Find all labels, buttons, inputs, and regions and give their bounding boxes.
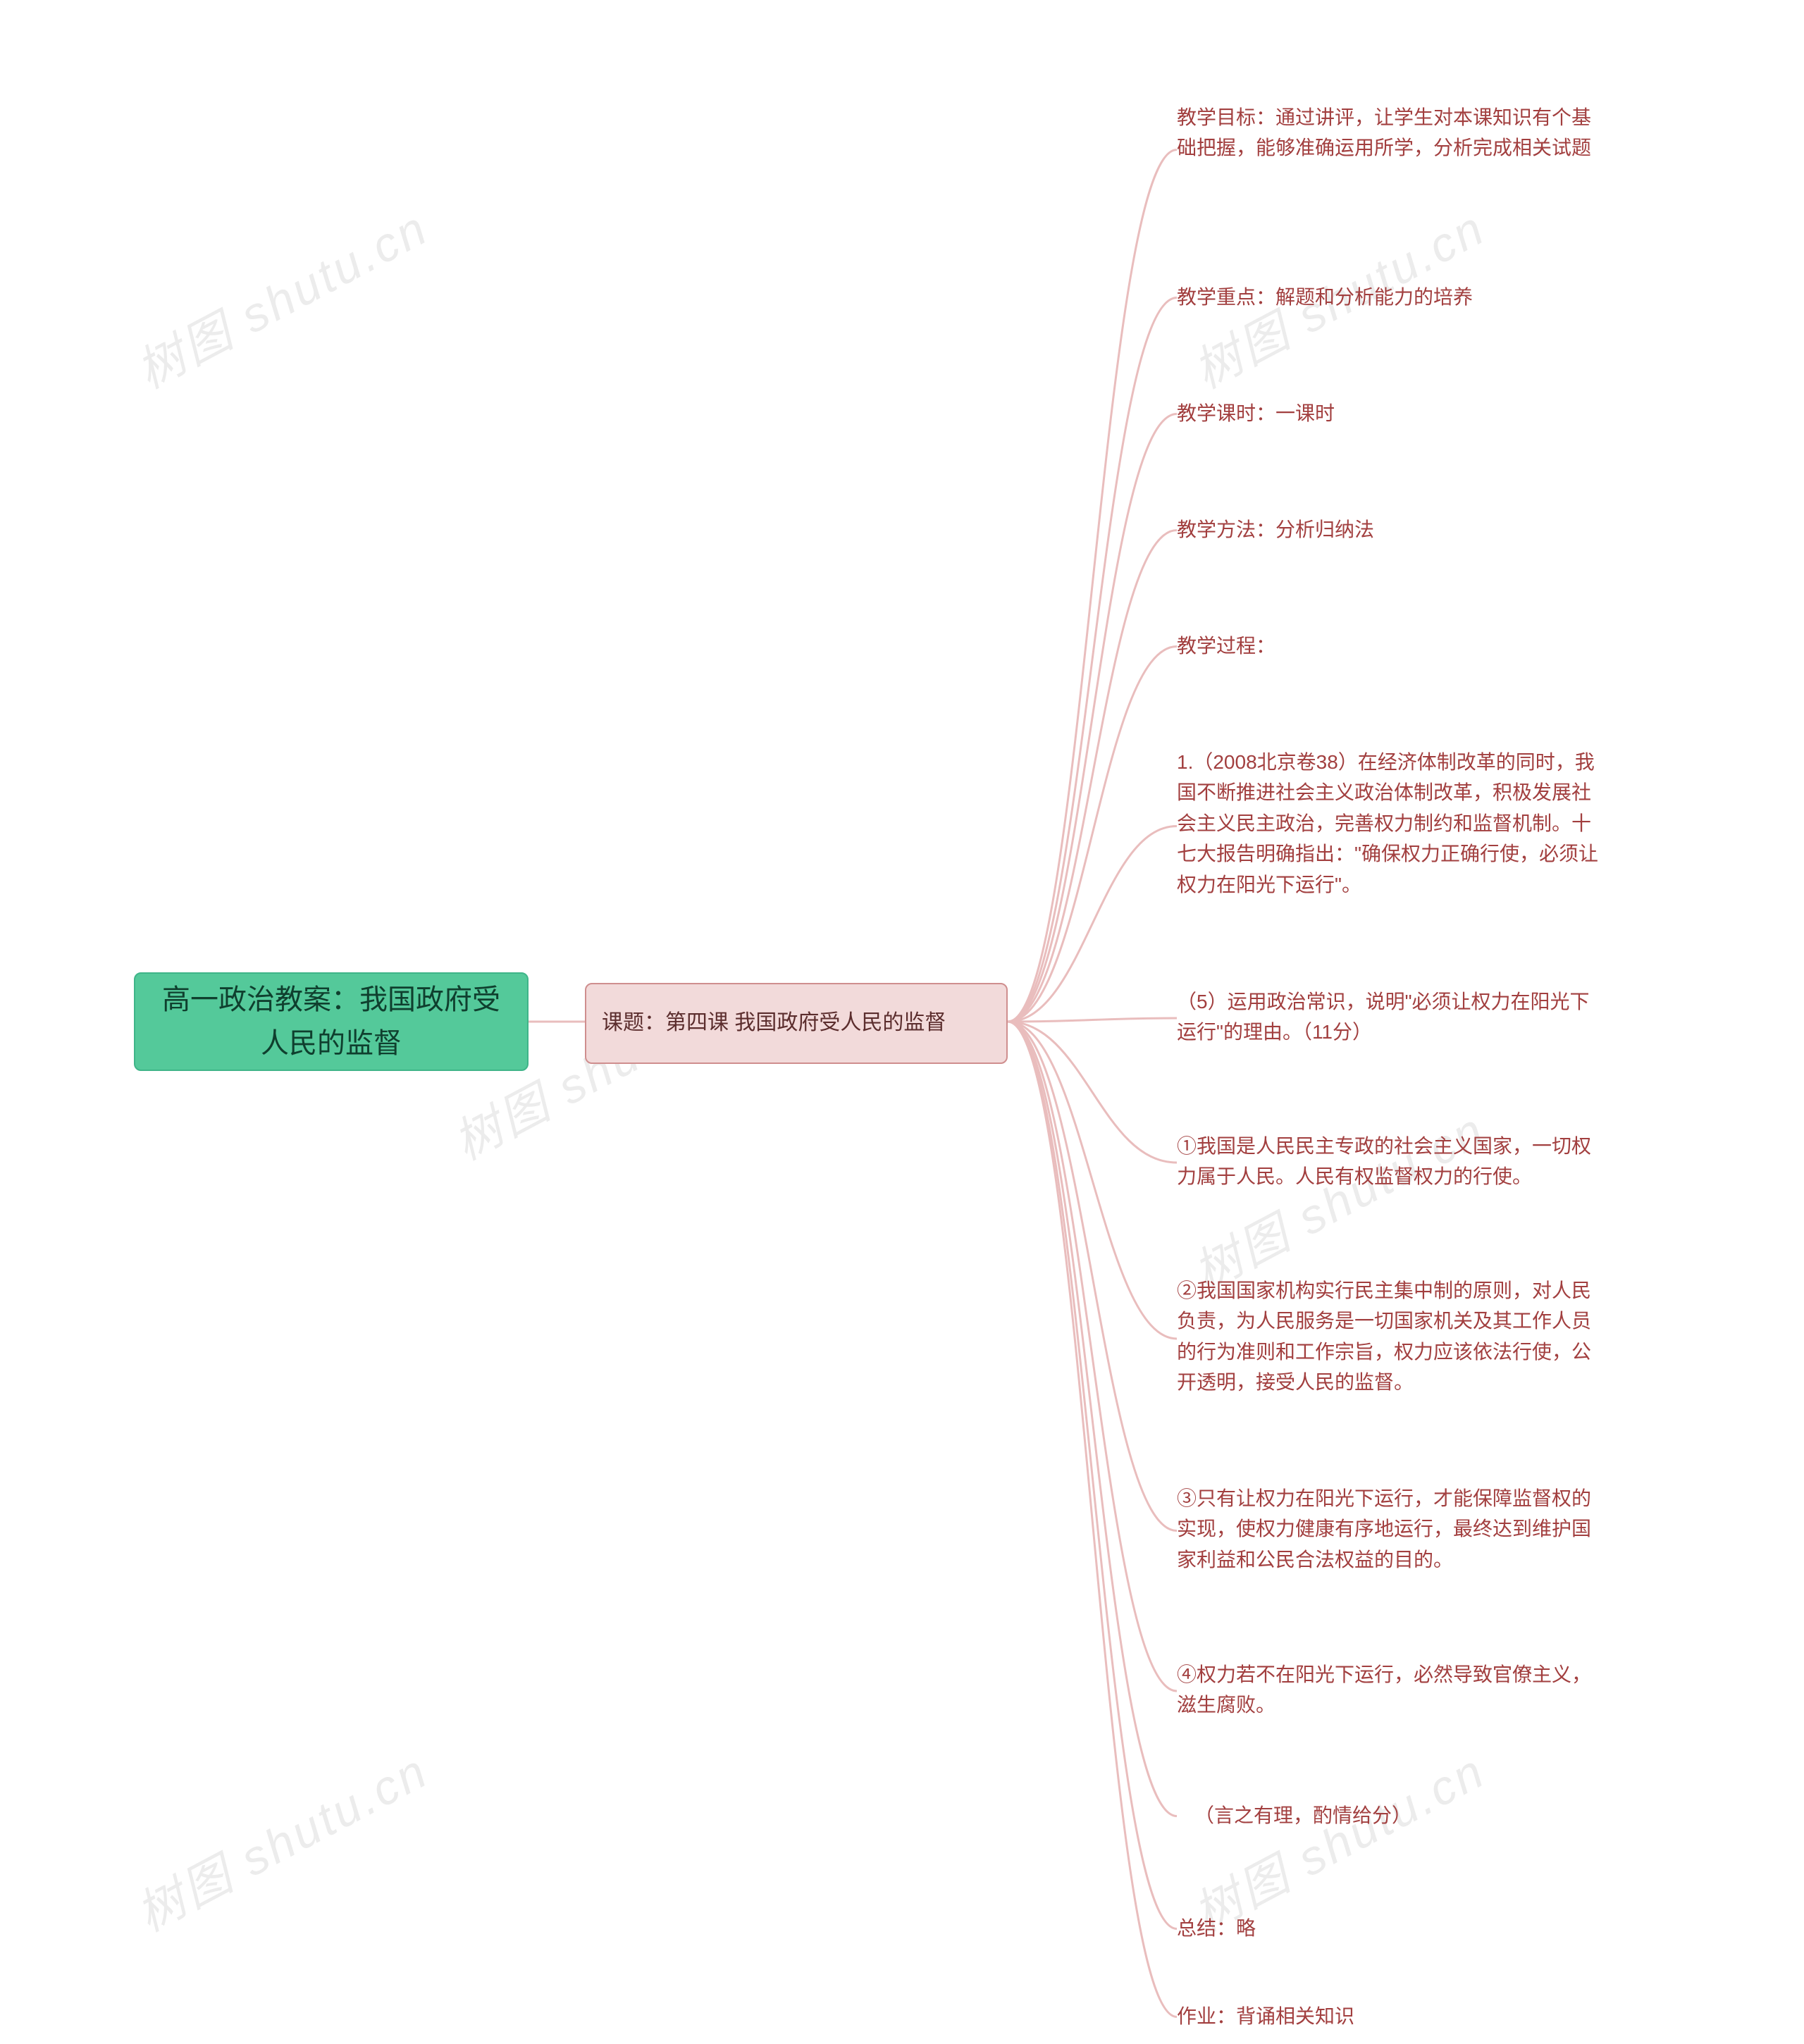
watermark: 树图 shutu.cn: [122, 1733, 438, 1945]
root-node[interactable]: 高一政治教案：我国政府受人民的监督: [134, 972, 529, 1071]
root-node-text: 高一政治教案：我国政府受人民的监督: [151, 978, 512, 1065]
leaf-text: 教学目标：通过讲评，让学生对本课知识有个基础把握，能够准确运用所学，分析完成相关…: [1177, 102, 1600, 163]
leaf-text: 教学过程：: [1177, 631, 1275, 661]
leaf-text: 教学重点：解题和分析能力的培养: [1177, 282, 1473, 312]
leaf-node[interactable]: 教学重点：解题和分析能力的培养: [1177, 282, 1600, 312]
leaf-text: ③只有让权力在阳光下运行，才能保障监督权的实现，使权力健康有序地运行，最终达到维…: [1177, 1483, 1600, 1575]
leaf-node[interactable]: 教学目标：通过讲评，让学生对本课知识有个基础把握，能够准确运用所学，分析完成相关…: [1177, 102, 1600, 163]
leaf-node[interactable]: 教学方法：分析归纳法: [1177, 514, 1600, 545]
mid-node-text: 课题：第四课 我国政府受人民的监督: [602, 1007, 946, 1040]
leaf-node[interactable]: 教学课时：一课时: [1177, 398, 1600, 428]
leaf-node[interactable]: （5）运用政治常识，说明"必须让权力在阳光下运行"的理由。（11分）: [1177, 986, 1600, 1048]
mid-node[interactable]: 课题：第四课 我国政府受人民的监督: [585, 983, 1008, 1064]
leaf-text: （5）运用政治常识，说明"必须让权力在阳光下运行"的理由。（11分）: [1177, 986, 1600, 1048]
leaf-text: ④权力若不在阳光下运行，必然导致官僚主义，滋生腐败。: [1177, 1659, 1600, 1721]
leaf-text: ②我国国家机构实行民主集中制的原则，对人民负责，为人民服务是一切国家机关及其工作…: [1177, 1275, 1600, 1398]
leaf-node[interactable]: ④权力若不在阳光下运行，必然导致官僚主义，滋生腐败。: [1177, 1659, 1600, 1721]
leaf-node[interactable]: ①我国是人民民主专政的社会主义国家，一切权力属于人民。人民有权监督权力的行使。: [1177, 1131, 1600, 1192]
leaf-node[interactable]: ②我国国家机构实行民主集中制的原则，对人民负责，为人民服务是一切国家机关及其工作…: [1177, 1275, 1600, 1398]
leaf-text: 教学课时：一课时: [1177, 398, 1335, 428]
leaf-text: 教学方法：分析归纳法: [1177, 514, 1374, 545]
leaf-node[interactable]: 1.（2008北京卷38）在经济体制改革的同时，我国不断推进社会主义政治体制改革…: [1177, 747, 1600, 900]
leaf-node[interactable]: 作业：背诵相关知识: [1177, 2001, 1600, 2031]
watermark: 树图 shutu.cn: [1179, 1091, 1495, 1303]
leaf-node[interactable]: （言之有理，酌情给分）: [1194, 1800, 1600, 1831]
leaf-text: （言之有理，酌情给分）: [1194, 1800, 1411, 1831]
leaf-text: 1.（2008北京卷38）在经济体制改革的同时，我国不断推进社会主义政治体制改革…: [1177, 747, 1600, 900]
leaf-text: ①我国是人民民主专政的社会主义国家，一切权力属于人民。人民有权监督权力的行使。: [1177, 1131, 1600, 1192]
mindmap-canvas: 树图 shutu.cn 树图 shutu.cn 树图 shutu.cn 树图 s…: [0, 0, 1804, 2044]
leaf-text: 作业：背诵相关知识: [1177, 2001, 1354, 2031]
leaf-node[interactable]: 总结：略: [1177, 1913, 1600, 1943]
leaf-text: 总结：略: [1177, 1913, 1256, 1943]
leaf-node[interactable]: 教学过程：: [1177, 631, 1600, 661]
leaf-node[interactable]: ③只有让权力在阳光下运行，才能保障监督权的实现，使权力健康有序地运行，最终达到维…: [1177, 1483, 1600, 1575]
watermark: 树图 shutu.cn: [122, 190, 438, 402]
